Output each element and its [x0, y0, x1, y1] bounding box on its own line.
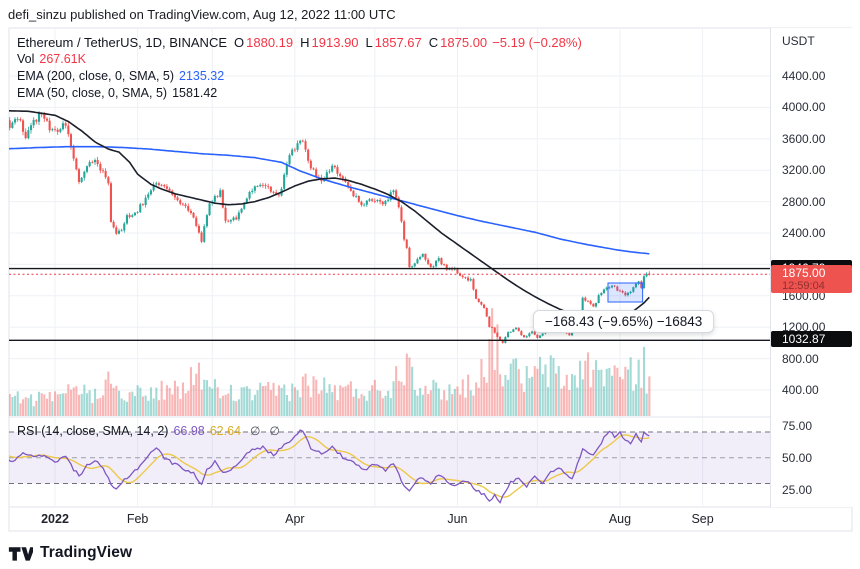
time-axis-label-Aug: Aug: [608, 512, 632, 526]
rsi-tick-label: 25.00: [782, 482, 813, 497]
symbol-title[interactable]: Ethereum / TetherUS, 1D, BINANCE: [17, 35, 228, 50]
ema200-line: [9, 145, 650, 255]
time-axis-label-2022: 2022: [41, 512, 69, 526]
hide-indicator-icon[interactable]: ∅: [250, 424, 261, 438]
rsi-value: 66.98: [173, 424, 205, 438]
price-tick-label: 2800.00: [782, 194, 826, 209]
price-tick-label: 4000.00: [782, 100, 826, 115]
rsi-label[interactable]: RSI (14, close, SMA, 14, 2): [17, 424, 169, 438]
measure-tooltip: −168.43 (−9.65%) −16843: [533, 310, 715, 333]
ema200-value: 2135.32: [179, 69, 225, 83]
ema50-line: [9, 109, 650, 321]
main-legend: Ethereum / TetherUS, 1D, BINANCE O 1880.19…: [17, 35, 582, 103]
low-label: L: [365, 35, 373, 50]
close-value: 1875.00: [440, 35, 488, 50]
rsi-ma-value: 62.64: [209, 424, 242, 438]
time-axis-label-Sep: Sep: [691, 512, 714, 526]
price-tick-label: 2400.00: [782, 226, 826, 240]
open-value: 1880.19: [246, 35, 294, 50]
attribution-text: defi_sinzu published on TradingView.com,…: [8, 7, 396, 22]
ema200-label[interactable]: EMA (200, close, 0, SMA, 5): [17, 69, 175, 83]
rsi-ma-line: [9, 434, 650, 498]
high-label: H: [300, 35, 310, 50]
tradingview-logo-icon[interactable]: [8, 544, 33, 563]
tradingview-brand-text[interactable]: TradingView: [40, 544, 133, 561]
price-badge-1032-value: 1032.87: [782, 332, 826, 347]
price-badge-1032: 1032.87: [771, 331, 852, 348]
axis-currency-label: USDT: [782, 34, 815, 48]
time-axis-label-Feb: Feb: [126, 512, 149, 526]
time-axis[interactable]: 2022 Feb Apr Jun Aug Sep: [9, 507, 852, 531]
rsi-pane: [9, 429, 770, 504]
high-value: 1913.90: [311, 35, 359, 50]
rsi-tick-label: 75.00: [782, 418, 813, 433]
open-label: O: [234, 35, 245, 50]
ema50-label[interactable]: EMA (50, close, 0, SMA, 5): [17, 86, 168, 100]
volume-value: 267.61K: [39, 52, 86, 66]
rsi-line: [9, 429, 650, 504]
rsi-legend: RSI (14, close, SMA, 14, 2) 66.98 62.64 ∅ ∅: [17, 424, 280, 438]
ema50-value: 1581.42: [172, 86, 218, 100]
price-tick-label: 4400.00: [782, 69, 826, 83]
footer: TradingView: [8, 540, 132, 566]
time-axis-label-Apr: Apr: [285, 512, 305, 526]
price-axis[interactable]: USDT 1946.79 1875.00 12:59:04 1032.87 44…: [770, 28, 853, 507]
volume-row: Vol 267.61K: [17, 52, 582, 69]
current-price-value: 1875.00: [782, 266, 826, 281]
symbol-row: Ethereum / TetherUS, 1D, BINANCE O 1880.19…: [17, 35, 582, 52]
low-value: 1857.67: [374, 35, 422, 50]
price-tick-label: 400.00: [782, 383, 819, 397]
rsi-tick-label: 50.00: [782, 450, 813, 465]
price-tick-label: 3200.00: [782, 163, 826, 178]
ema200-row: EMA (200, close, 0, SMA, 5) 2135.32: [17, 69, 582, 86]
price-tick-label: 1200.00: [782, 320, 826, 335]
gridlines: [9, 29, 770, 506]
time-axis-label-Jun: Jun: [447, 512, 468, 526]
hide-indicator-icon[interactable]: ∅: [269, 424, 280, 438]
close-label: C: [428, 35, 439, 50]
price-tick-label: 800.00: [782, 351, 819, 366]
price-tick-label: 3600.00: [782, 131, 826, 146]
candles: [9, 111, 651, 344]
ema50-row: EMA (50, close, 0, SMA, 5) 1581.42: [17, 86, 582, 103]
change-value: −5.19 (−0.28%): [492, 35, 582, 50]
bar-countdown: 12:59:04: [782, 280, 825, 293]
volume-bars: [9, 308, 651, 416]
range-box-drawing[interactable]: [607, 282, 644, 303]
current-price-badge: 1875.00 12:59:04: [771, 265, 852, 294]
volume-label[interactable]: Vol: [17, 52, 35, 66]
